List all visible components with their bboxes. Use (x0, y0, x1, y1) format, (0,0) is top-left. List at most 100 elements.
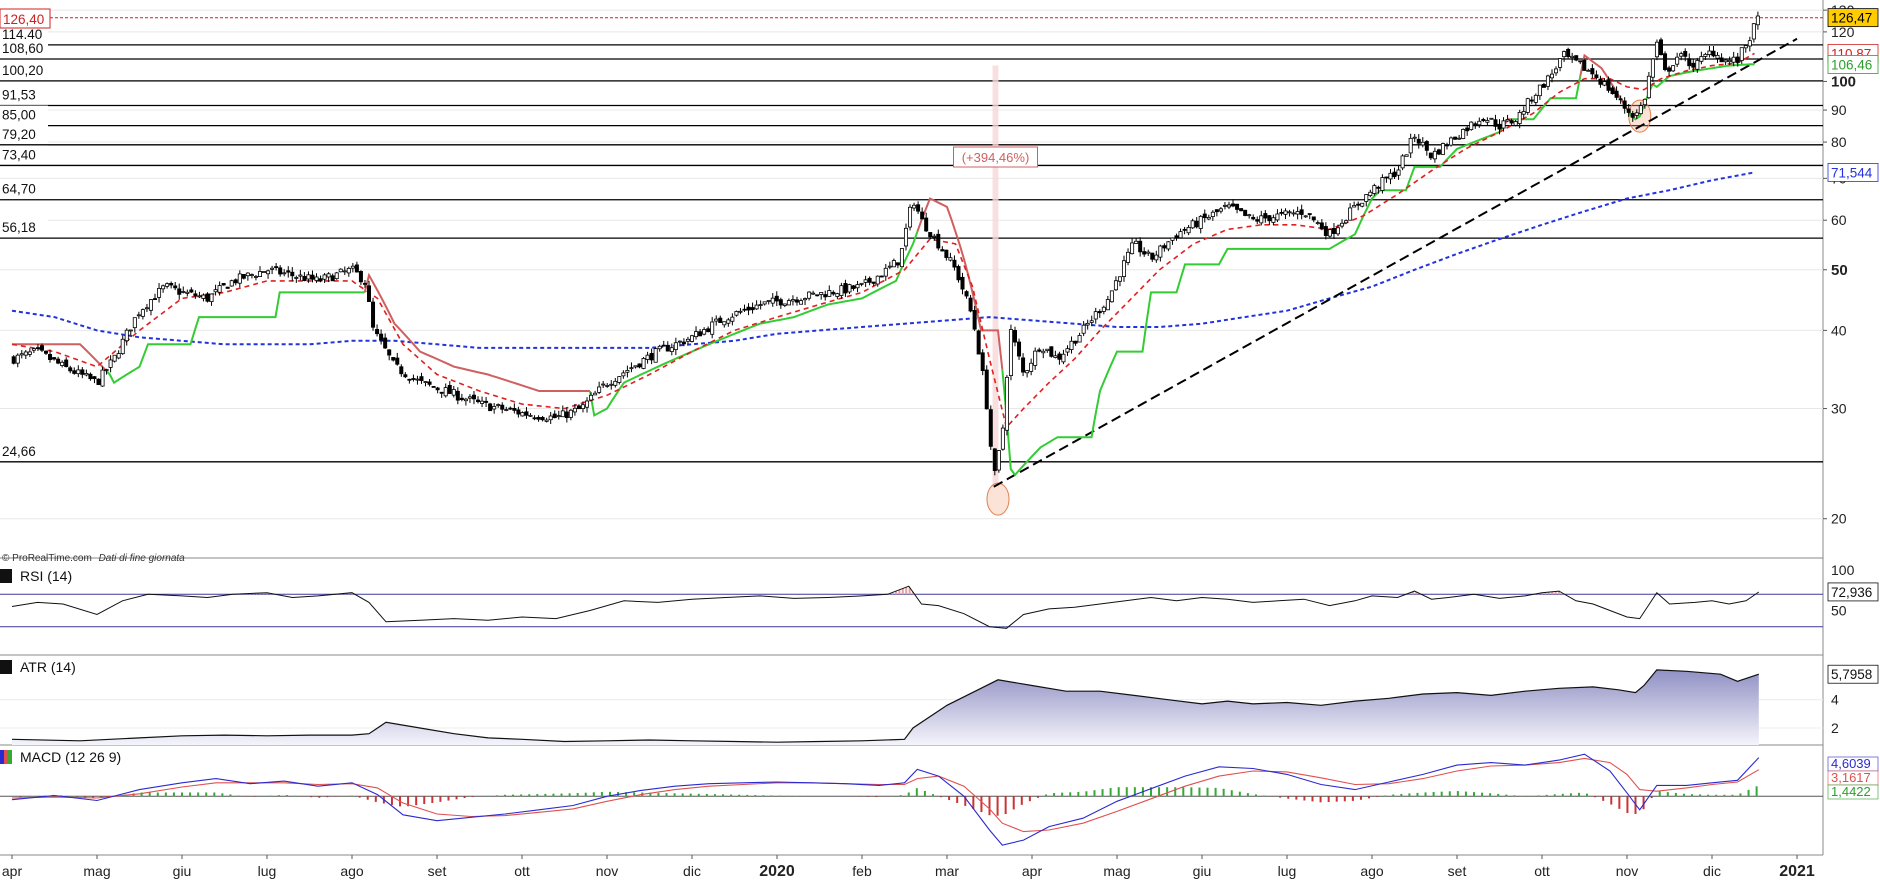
macd-badge: 1,4422 (1831, 784, 1871, 799)
candle-body (1113, 280, 1118, 291)
candle-body (762, 301, 767, 305)
x-tick-label: mag (1103, 863, 1130, 879)
trailing-stop-line (916, 197, 1004, 370)
candle-body (758, 304, 763, 306)
candle-body (1614, 90, 1619, 98)
candle-body (439, 391, 444, 394)
ma-long-line (11, 171, 1755, 349)
candle-body (169, 282, 174, 286)
candle-body (1549, 73, 1554, 79)
candle-body (859, 282, 864, 285)
candle-body (1004, 376, 1009, 431)
candle-body (940, 249, 945, 252)
candle-body (1331, 228, 1336, 234)
candle-body (241, 273, 246, 279)
candle-body (637, 363, 642, 368)
candle-body (185, 291, 190, 294)
candle-body (706, 328, 711, 333)
candle-body (508, 407, 513, 410)
candle-body (629, 367, 634, 370)
candle-body (912, 204, 917, 209)
candle-body (1533, 94, 1538, 103)
candle-body (766, 300, 771, 302)
level-label-bg (0, 218, 48, 237)
candle-body (738, 310, 743, 313)
price-tick-label: 40 (1831, 322, 1847, 338)
level-label: 73,40 (2, 147, 36, 162)
x-tick-label: lug (258, 863, 277, 879)
macd-badge-bg (1827, 784, 1879, 800)
candle-body (815, 294, 820, 297)
candle-body (480, 400, 485, 404)
candle-body (237, 273, 242, 284)
candle-body (1275, 213, 1280, 221)
candle-body (1545, 75, 1550, 87)
candle-body (992, 448, 997, 472)
candle-body (1013, 330, 1018, 343)
candle-body (1404, 154, 1409, 157)
candle-body (11, 356, 16, 364)
level-label: 64,70 (2, 182, 36, 197)
candle-body (1420, 141, 1425, 146)
candle-body (1731, 56, 1736, 63)
candle-body (1570, 55, 1575, 58)
candle-body (895, 262, 900, 266)
candle-body (1174, 235, 1179, 238)
candle-body (1449, 137, 1454, 146)
candle-body (827, 290, 832, 297)
candle-body (863, 279, 868, 283)
candle-body (1642, 98, 1647, 106)
candle-body (342, 270, 347, 273)
candle-body (1033, 350, 1038, 366)
watermark: © ProRealTime.com Dati di fine giornata (2, 553, 185, 564)
candle-body (1412, 136, 1417, 139)
candle-body (625, 370, 630, 373)
x-tick-label: nov (596, 863, 619, 879)
candle-body (346, 268, 351, 274)
candle-body (1586, 69, 1591, 72)
candle-body (1344, 220, 1349, 224)
candle-body (27, 351, 32, 355)
candle-body (1041, 350, 1046, 354)
candle-body (407, 378, 412, 381)
candle-body (1481, 119, 1486, 122)
candle-body (322, 274, 327, 280)
atr-badge-bg (1827, 664, 1879, 684)
candle-body (375, 328, 380, 335)
candle-body (1566, 48, 1571, 57)
candle-body (31, 348, 36, 351)
trailing-stop-line (589, 231, 919, 417)
candle-body (1461, 128, 1466, 139)
candle-body (803, 298, 808, 301)
candle-body (330, 275, 335, 282)
candle-body (621, 372, 626, 377)
candle-body (564, 411, 569, 419)
candle-body (286, 270, 291, 273)
candle-body (362, 282, 367, 285)
candle-body (1267, 215, 1272, 222)
candle-body (104, 369, 109, 371)
candle-body (35, 347, 40, 350)
candle-body (597, 386, 602, 393)
candle-body (1650, 58, 1655, 78)
candle-body (871, 281, 876, 284)
candle-body (318, 278, 323, 282)
candle-body (916, 204, 921, 212)
level-label-bg (0, 441, 48, 460)
candle-body (1554, 68, 1559, 74)
candle-body (1735, 56, 1740, 63)
candle-body (290, 271, 295, 277)
candle-body (657, 345, 662, 350)
candle-body (201, 294, 206, 299)
candle-body (1707, 50, 1712, 56)
candle-body (984, 369, 989, 410)
candle-body (1299, 209, 1304, 215)
candle-body (306, 274, 311, 280)
candle-body (1384, 176, 1389, 179)
candle-body (786, 300, 791, 306)
candle-body (1202, 213, 1207, 219)
candle-body (1558, 58, 1563, 68)
candle-body (326, 273, 331, 278)
candle-body (19, 353, 24, 356)
rsi-badge: 72,936 (1831, 585, 1872, 600)
